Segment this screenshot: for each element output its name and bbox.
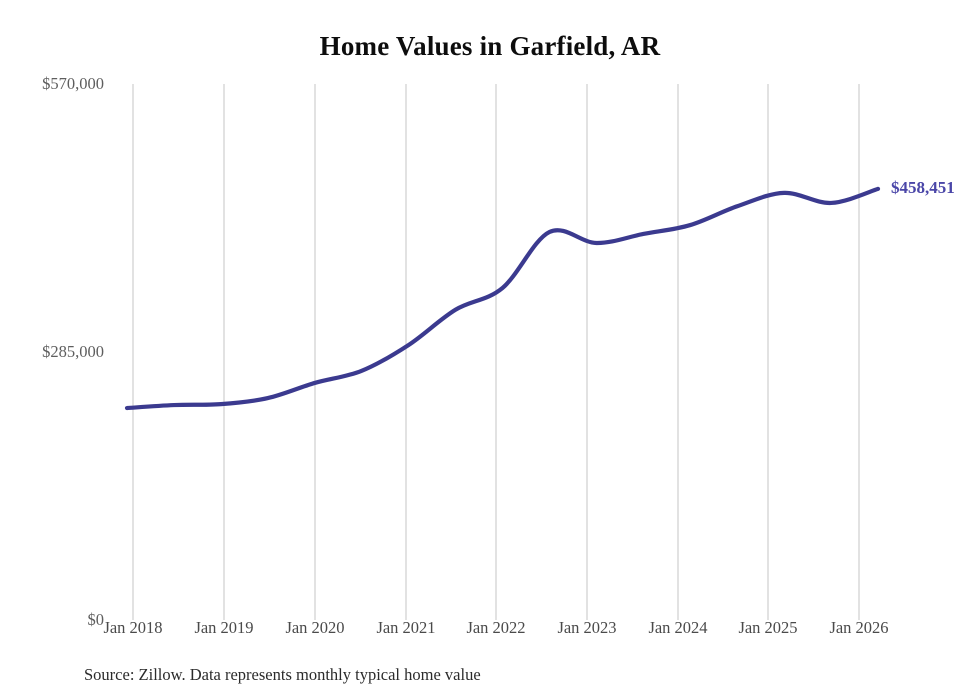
x-axis-tick-label: Jan 2021 — [376, 618, 436, 637]
x-axis-tick-label: Jan 2018 — [103, 618, 163, 637]
x-axis-tick-label: Jan 2020 — [285, 618, 345, 637]
x-axis-tick-label: Jan 2023 — [557, 618, 617, 637]
x-axis-tick-label: Jan 2019 — [194, 618, 254, 637]
chart-title: Home Values in Garfield, AR — [319, 31, 661, 61]
y-axis-tick-label: $285,000 — [42, 342, 104, 361]
value-line — [124, 186, 881, 411]
end-value-annotation: $458,451 — [891, 177, 955, 197]
source-note: Source: Zillow. Data represents monthly … — [84, 665, 481, 684]
x-axis-tick-label: Jan 2022 — [466, 618, 526, 637]
y-axis-tick-label: $0 — [87, 610, 105, 629]
x-axis-tick-label: Jan 2026 — [829, 618, 889, 637]
x-axis-tick-label: Jan 2024 — [648, 618, 708, 637]
x-axis-tick-label: Jan 2025 — [738, 618, 798, 637]
y-axis-tick-label: $570,000 — [42, 74, 104, 93]
gridlines — [132, 84, 860, 620]
